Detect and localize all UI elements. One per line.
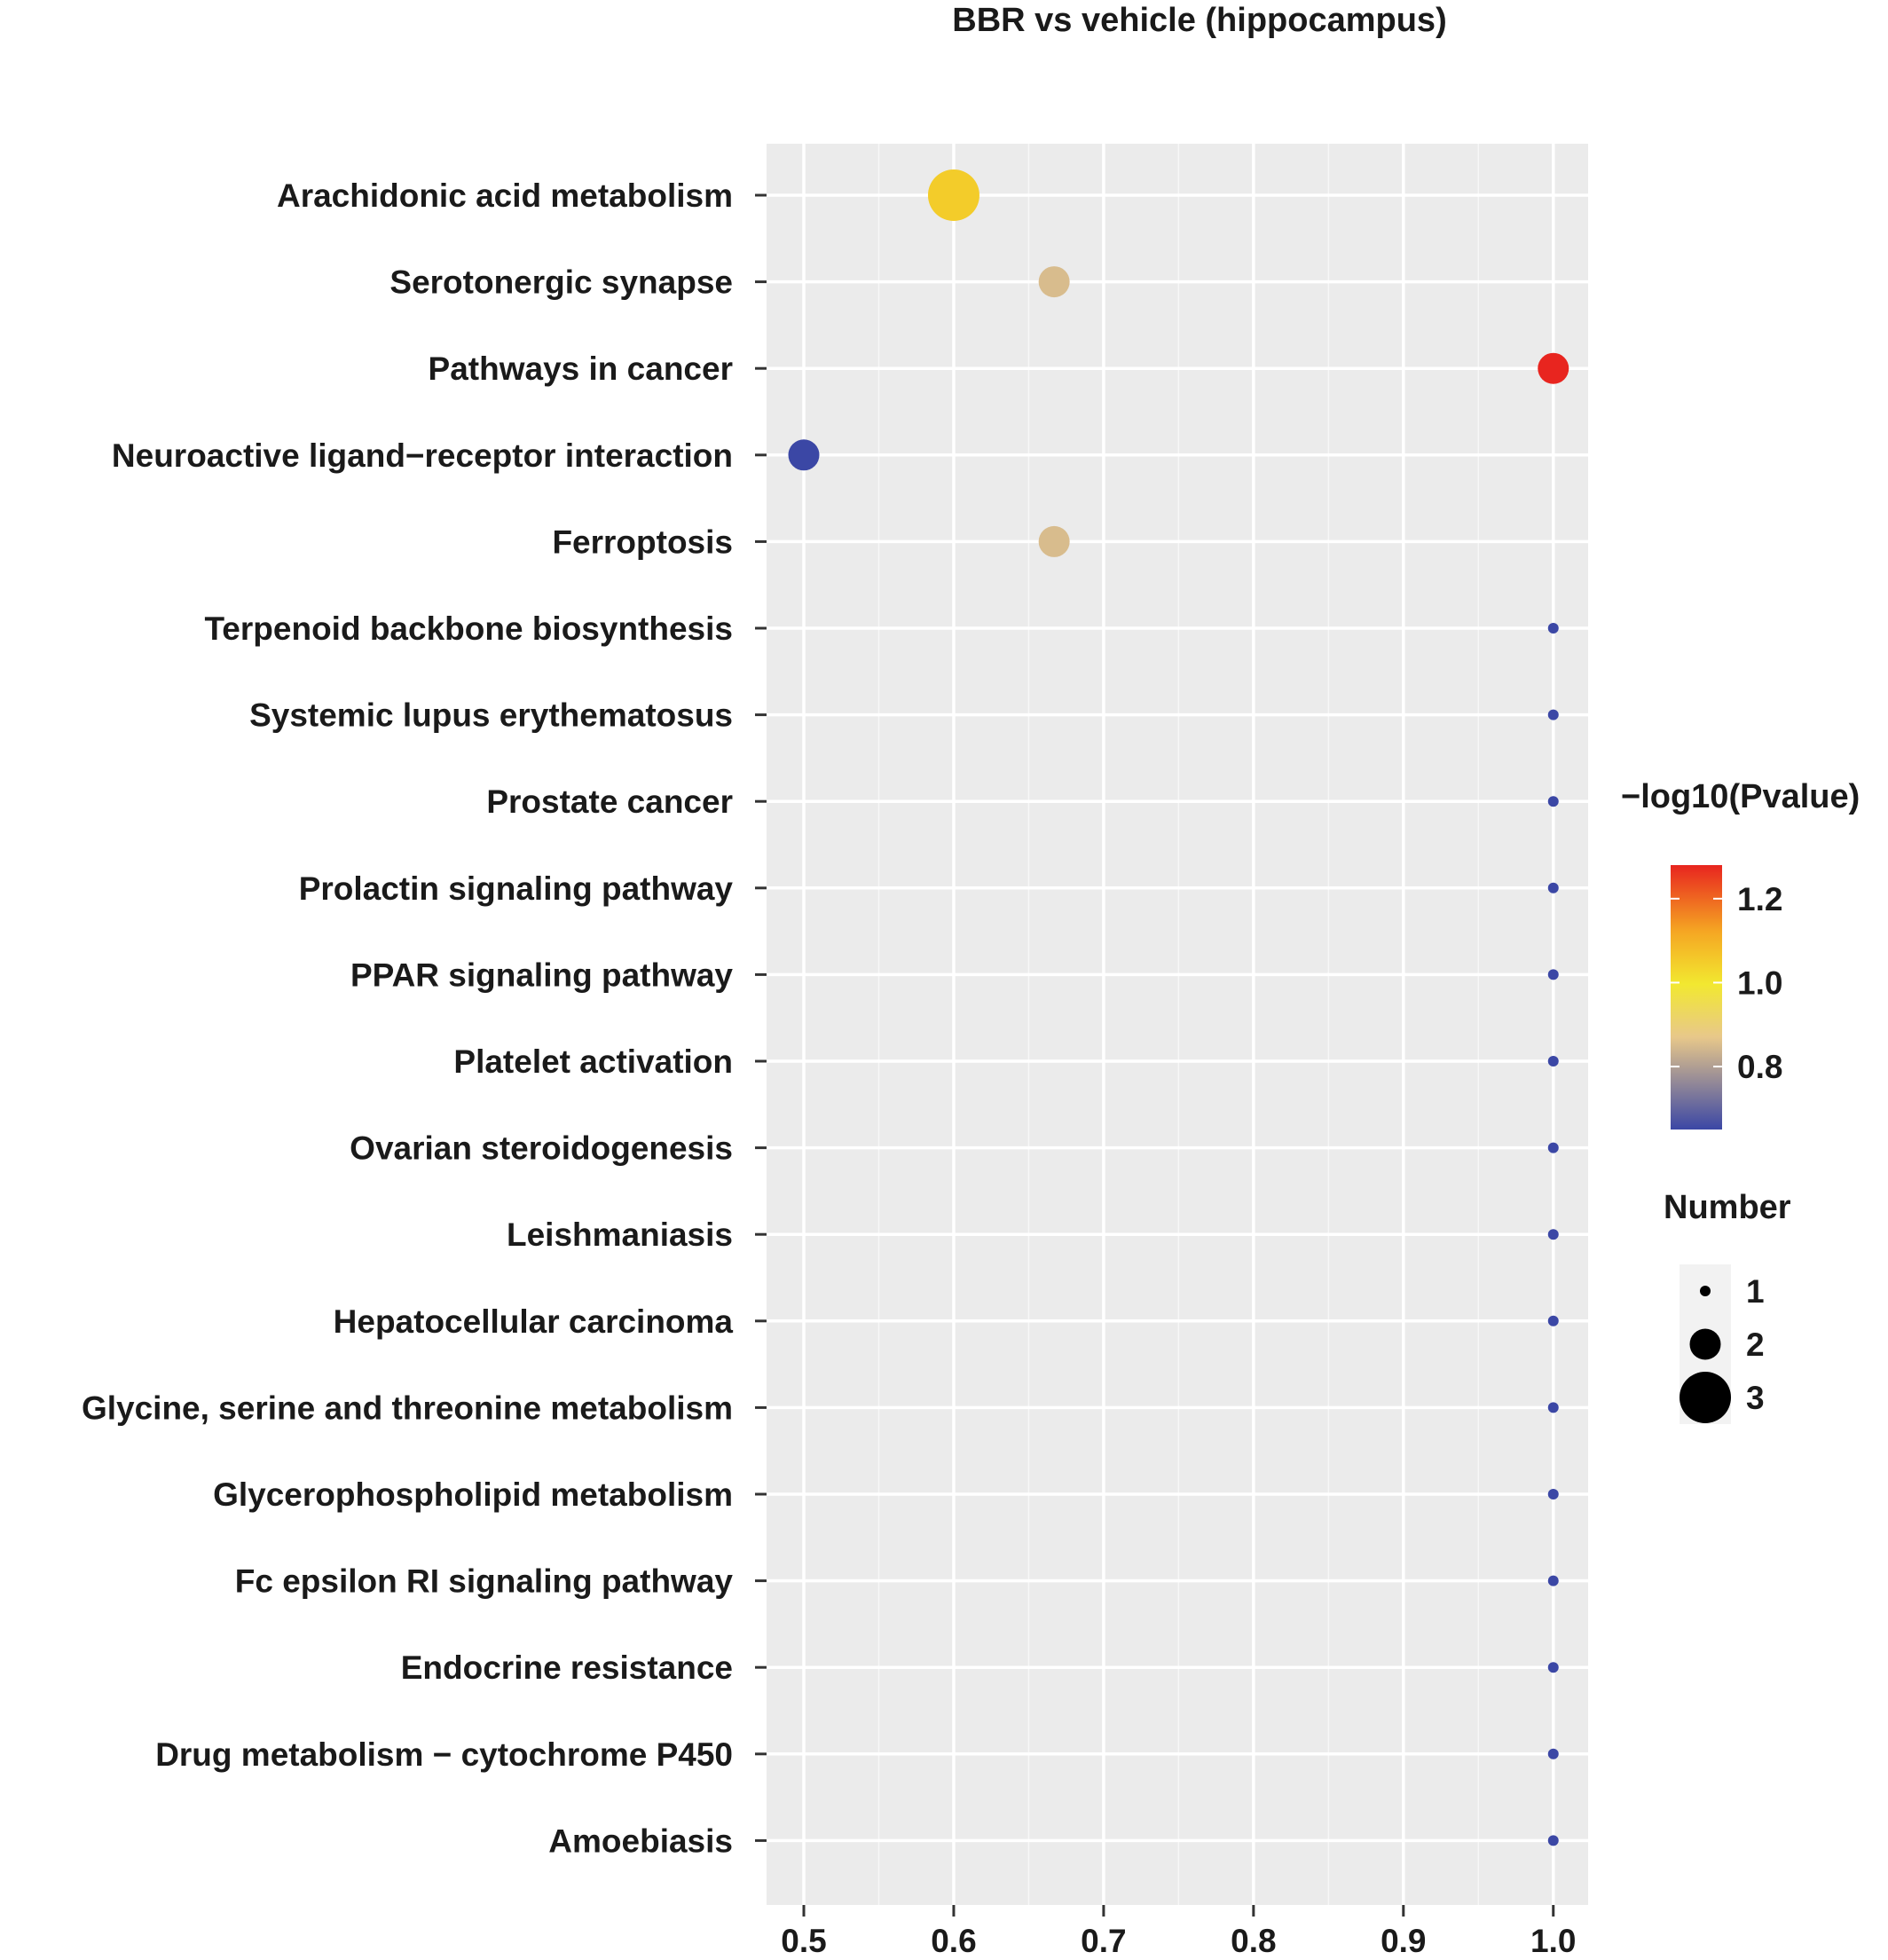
data-points	[788, 169, 1569, 1846]
y-tick-label: Neuroactive ligand−receptor interaction	[112, 437, 733, 474]
y-tick-label: Leishmaniasis	[507, 1216, 733, 1253]
data-point	[1547, 1575, 1559, 1586]
size-legend-title: Number	[1664, 1189, 1791, 1226]
data-point	[1547, 709, 1559, 720]
data-point	[1547, 969, 1559, 980]
color-bar-tick-label: 0.8	[1737, 1049, 1782, 1085]
data-point	[788, 439, 820, 471]
y-tick-label: Prostate cancer	[486, 783, 733, 820]
size-legend-label: 3	[1746, 1380, 1765, 1416]
grid	[767, 144, 1588, 1905]
data-point	[1538, 352, 1569, 384]
y-tick-label: PPAR signaling pathway	[350, 956, 733, 993]
data-point	[1547, 1748, 1559, 1759]
data-point	[1547, 623, 1559, 634]
data-point	[1547, 1402, 1559, 1413]
data-point	[1038, 266, 1070, 298]
y-tick-label: Terpenoid backbone biosynthesis	[204, 610, 733, 647]
x-tick-label: 0.5	[781, 1923, 826, 1959]
y-tick-label: Ferroptosis	[552, 523, 733, 560]
y-tick-label: Prolactin signaling pathway	[299, 870, 734, 907]
x-tick-label: 0.7	[1081, 1923, 1126, 1959]
color-bar	[1671, 865, 1722, 1130]
x-axis: 0.5 0.6 0.7 0.8 0.9 1.0	[781, 1905, 1576, 1959]
data-point	[1547, 1662, 1559, 1673]
color-bar-ticks: 1.2 1.0 0.8	[1671, 881, 1782, 1085]
size-legend-keys: 1 2 3	[1680, 1264, 1765, 1424]
data-point	[927, 169, 979, 221]
y-tick-label: Pathways in cancer	[429, 350, 733, 387]
chart-title: BBR vs vehicle (hippocampus)	[952, 2, 1446, 39]
color-legend: −log10(Pvalue) 1.2 1.0 0.8	[1621, 778, 1860, 1130]
size-legend-dot	[1680, 1372, 1731, 1423]
size-legend-label: 2	[1746, 1326, 1765, 1363]
size-legend-dot	[1700, 1286, 1711, 1296]
data-point	[1547, 1056, 1559, 1067]
size-legend-dot	[1689, 1328, 1721, 1360]
plot-panel	[767, 144, 1588, 1905]
y-tick-label: Endocrine resistance	[401, 1649, 733, 1686]
x-tick-label: 1.0	[1530, 1923, 1576, 1959]
color-bar-tick-label: 1.0	[1737, 964, 1782, 1001]
y-tick-label: Hepatocellular carcinoma	[334, 1303, 734, 1340]
x-tick-label: 0.6	[931, 1923, 976, 1959]
size-legend-label: 1	[1746, 1273, 1765, 1310]
y-tick-label: Amoebiasis	[548, 1822, 733, 1859]
y-axis: Arachidonic acid metabolism Serotonergic …	[82, 177, 767, 1859]
y-tick-label: Platelet activation	[453, 1043, 733, 1080]
x-tick-label: 0.9	[1381, 1923, 1426, 1959]
color-bar-tick-label: 1.2	[1737, 881, 1782, 917]
y-tick-label: Drug metabolism − cytochrome P450	[155, 1736, 733, 1773]
color-legend-title: −log10(Pvalue)	[1621, 778, 1860, 815]
data-point	[1547, 796, 1559, 807]
y-tick-label: Fc epsilon RI signaling pathway	[235, 1563, 734, 1600]
data-point	[1547, 882, 1559, 893]
data-point	[1547, 1835, 1559, 1846]
data-point	[1547, 1489, 1559, 1500]
data-point	[1547, 1229, 1559, 1240]
y-tick-label: Arachidonic acid metabolism	[277, 177, 733, 214]
x-tick-label: 0.8	[1231, 1923, 1276, 1959]
data-point	[1547, 1142, 1559, 1153]
y-tick-label: Ovarian steroidogenesis	[350, 1130, 733, 1167]
y-tick-label: Glycerophospholipid metabolism	[213, 1476, 733, 1513]
y-tick-label: Serotonergic synapse	[389, 264, 733, 301]
size-legend: Number 1 2 3	[1664, 1189, 1791, 1424]
y-tick-label: Glycine, serine and threonine metabolism	[82, 1389, 733, 1426]
data-point	[1038, 525, 1070, 557]
data-point	[1547, 1315, 1559, 1326]
y-tick-label: Systemic lupus erythematosus	[249, 697, 733, 734]
